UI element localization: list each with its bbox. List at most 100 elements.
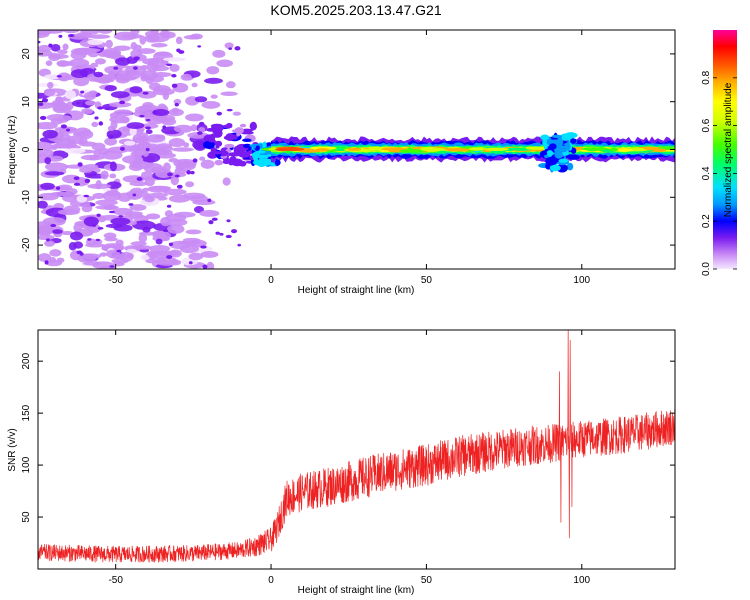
heatmap-noise-cell [194,96,208,103]
y-tick-label: -10 [21,190,32,205]
heatmap-noise-peak [97,226,104,230]
snr-frame [37,329,676,570]
heatmap-x-ticks: -50 0 50 100 [108,30,591,286]
heatmap-noise-peak [208,220,214,225]
heatmap-noise-cell [89,155,99,161]
y-tick-label: 100 [21,456,32,473]
x-tick-label: 100 [573,575,590,586]
heatmap-noise-cell [142,58,160,65]
heatmap-noise-cell [216,59,234,68]
heatmap-noise-cell [139,35,147,45]
heatmap-noise-cell [138,233,148,243]
heatmap-noise-cell [93,71,104,78]
heatmap-noise-cell [60,230,74,236]
heatmap-noise-cell [165,213,187,222]
heatmap-noise-cell [44,74,61,80]
x-tick-label: 100 [573,275,590,286]
y-tick-label: 20 [21,48,32,60]
heatmap-noise-cell [173,124,193,133]
heatmap-noise-peak [95,238,101,242]
heatmap-noise-cell [113,109,133,117]
heatmap-band-cell [609,147,619,152]
heatmap-noise-cell [44,240,55,247]
heatmap-noise-cell [114,70,136,78]
heatmap-noise-cell [63,30,80,34]
heatmap-noise-cell [76,195,88,203]
heatmap-noise-cell [99,252,108,257]
heatmap-noise-cell [87,39,104,46]
heatmap-noise-cell [105,39,113,49]
heatmap-noise-cell [64,164,88,169]
heatmap-noise-cell [168,138,186,148]
colorbar-tick-label: 0.8 [701,70,712,84]
heatmap-feature-cell [558,158,569,163]
heatmap-noise-cell [57,72,71,82]
heatmap-noise-cell [220,91,238,96]
heatmap-noise-peak [197,131,203,135]
heatmap-noise-cell [126,122,145,130]
heatmap-noise-cell [212,49,226,58]
heatmap-noise-peak [219,232,224,236]
heatmap-noise-cell [144,196,155,203]
heatmap-noise-cell [79,253,102,260]
heatmap-band-cell [281,147,305,152]
snr-y-axis-label: SNR (v/v) [7,428,18,471]
heatmap-noise-cell [125,211,143,216]
heatmap-noise-peak [162,229,169,233]
heatmap-noise-cell [110,91,130,99]
heatmap-noise-layer [38,30,242,269]
heatmap-noise-cell [155,238,163,245]
y-tick-label: 150 [21,404,32,421]
y-tick-label: -20 [21,237,32,252]
heatmap-band-cell [380,147,406,151]
heatmap-noise-cell [163,188,187,196]
heatmap-feature-cell [234,127,244,134]
heatmap-feature-cell [548,143,557,150]
heatmap-noise-peak [120,146,125,151]
heatmap-noise-cell [204,77,223,84]
heatmap-noise-cell [40,182,55,190]
heatmap-noise-cell [102,190,122,201]
heatmap-noise-cell [57,209,80,216]
colorbar-tick-label: 0.0 [701,262,712,276]
heatmap-noise-cell [45,60,53,67]
heatmap-noise-cell [38,228,45,234]
heatmap-noise-cell [101,150,123,160]
heatmap-x-axis-label: Height of straight line (km) [298,285,415,296]
heatmap-noise-cell [183,34,201,40]
heatmap-band-cell [398,149,427,153]
heatmap-noise-cell [54,126,78,132]
heatmap-noise-cell [38,82,58,87]
heatmap-feature-cell [255,145,260,151]
heatmap-noise-cell [162,57,187,62]
heatmap-noise-peak [167,172,173,177]
heatmap-noise-cell [129,86,143,94]
heatmap-band-cell [581,147,608,151]
heatmap-feature-cell [225,133,235,142]
heatmap-noise-cell [200,250,219,258]
colorbar-ticks: 0.0 0.2 0.4 0.6 0.8 [701,70,737,276]
heatmap-noise-peak [80,90,85,94]
heatmap-noise-peak [119,100,126,105]
heatmap-band-cell [370,146,383,150]
heatmap-noise-cell [155,250,180,256]
heatmap-noise-peak [44,260,49,265]
heatmap-feature-cell [258,158,264,166]
heatmap-noise-peak [197,45,202,48]
heatmap-noise-cell [132,220,156,230]
heatmap-noise-peak [116,249,122,253]
heatmap-noise-peak [211,217,218,221]
colorbar [713,30,737,269]
heatmap-noise-cell [70,69,88,78]
colorbar-tick-label: 0.4 [701,166,712,180]
heatmap-noise-cell [42,129,58,139]
heatmap-noise-cell [108,70,116,80]
heatmap-noise-cell [185,113,204,122]
heatmap-noise-peak [108,135,114,139]
heatmap-feature-cell [238,151,251,158]
heatmap-noise-cell [161,31,176,39]
heatmap-noise-cell [78,129,94,140]
heatmap-noise-peak [38,40,41,44]
heatmap-feature-cell [549,164,561,172]
heatmap-noise-cell [151,42,168,48]
